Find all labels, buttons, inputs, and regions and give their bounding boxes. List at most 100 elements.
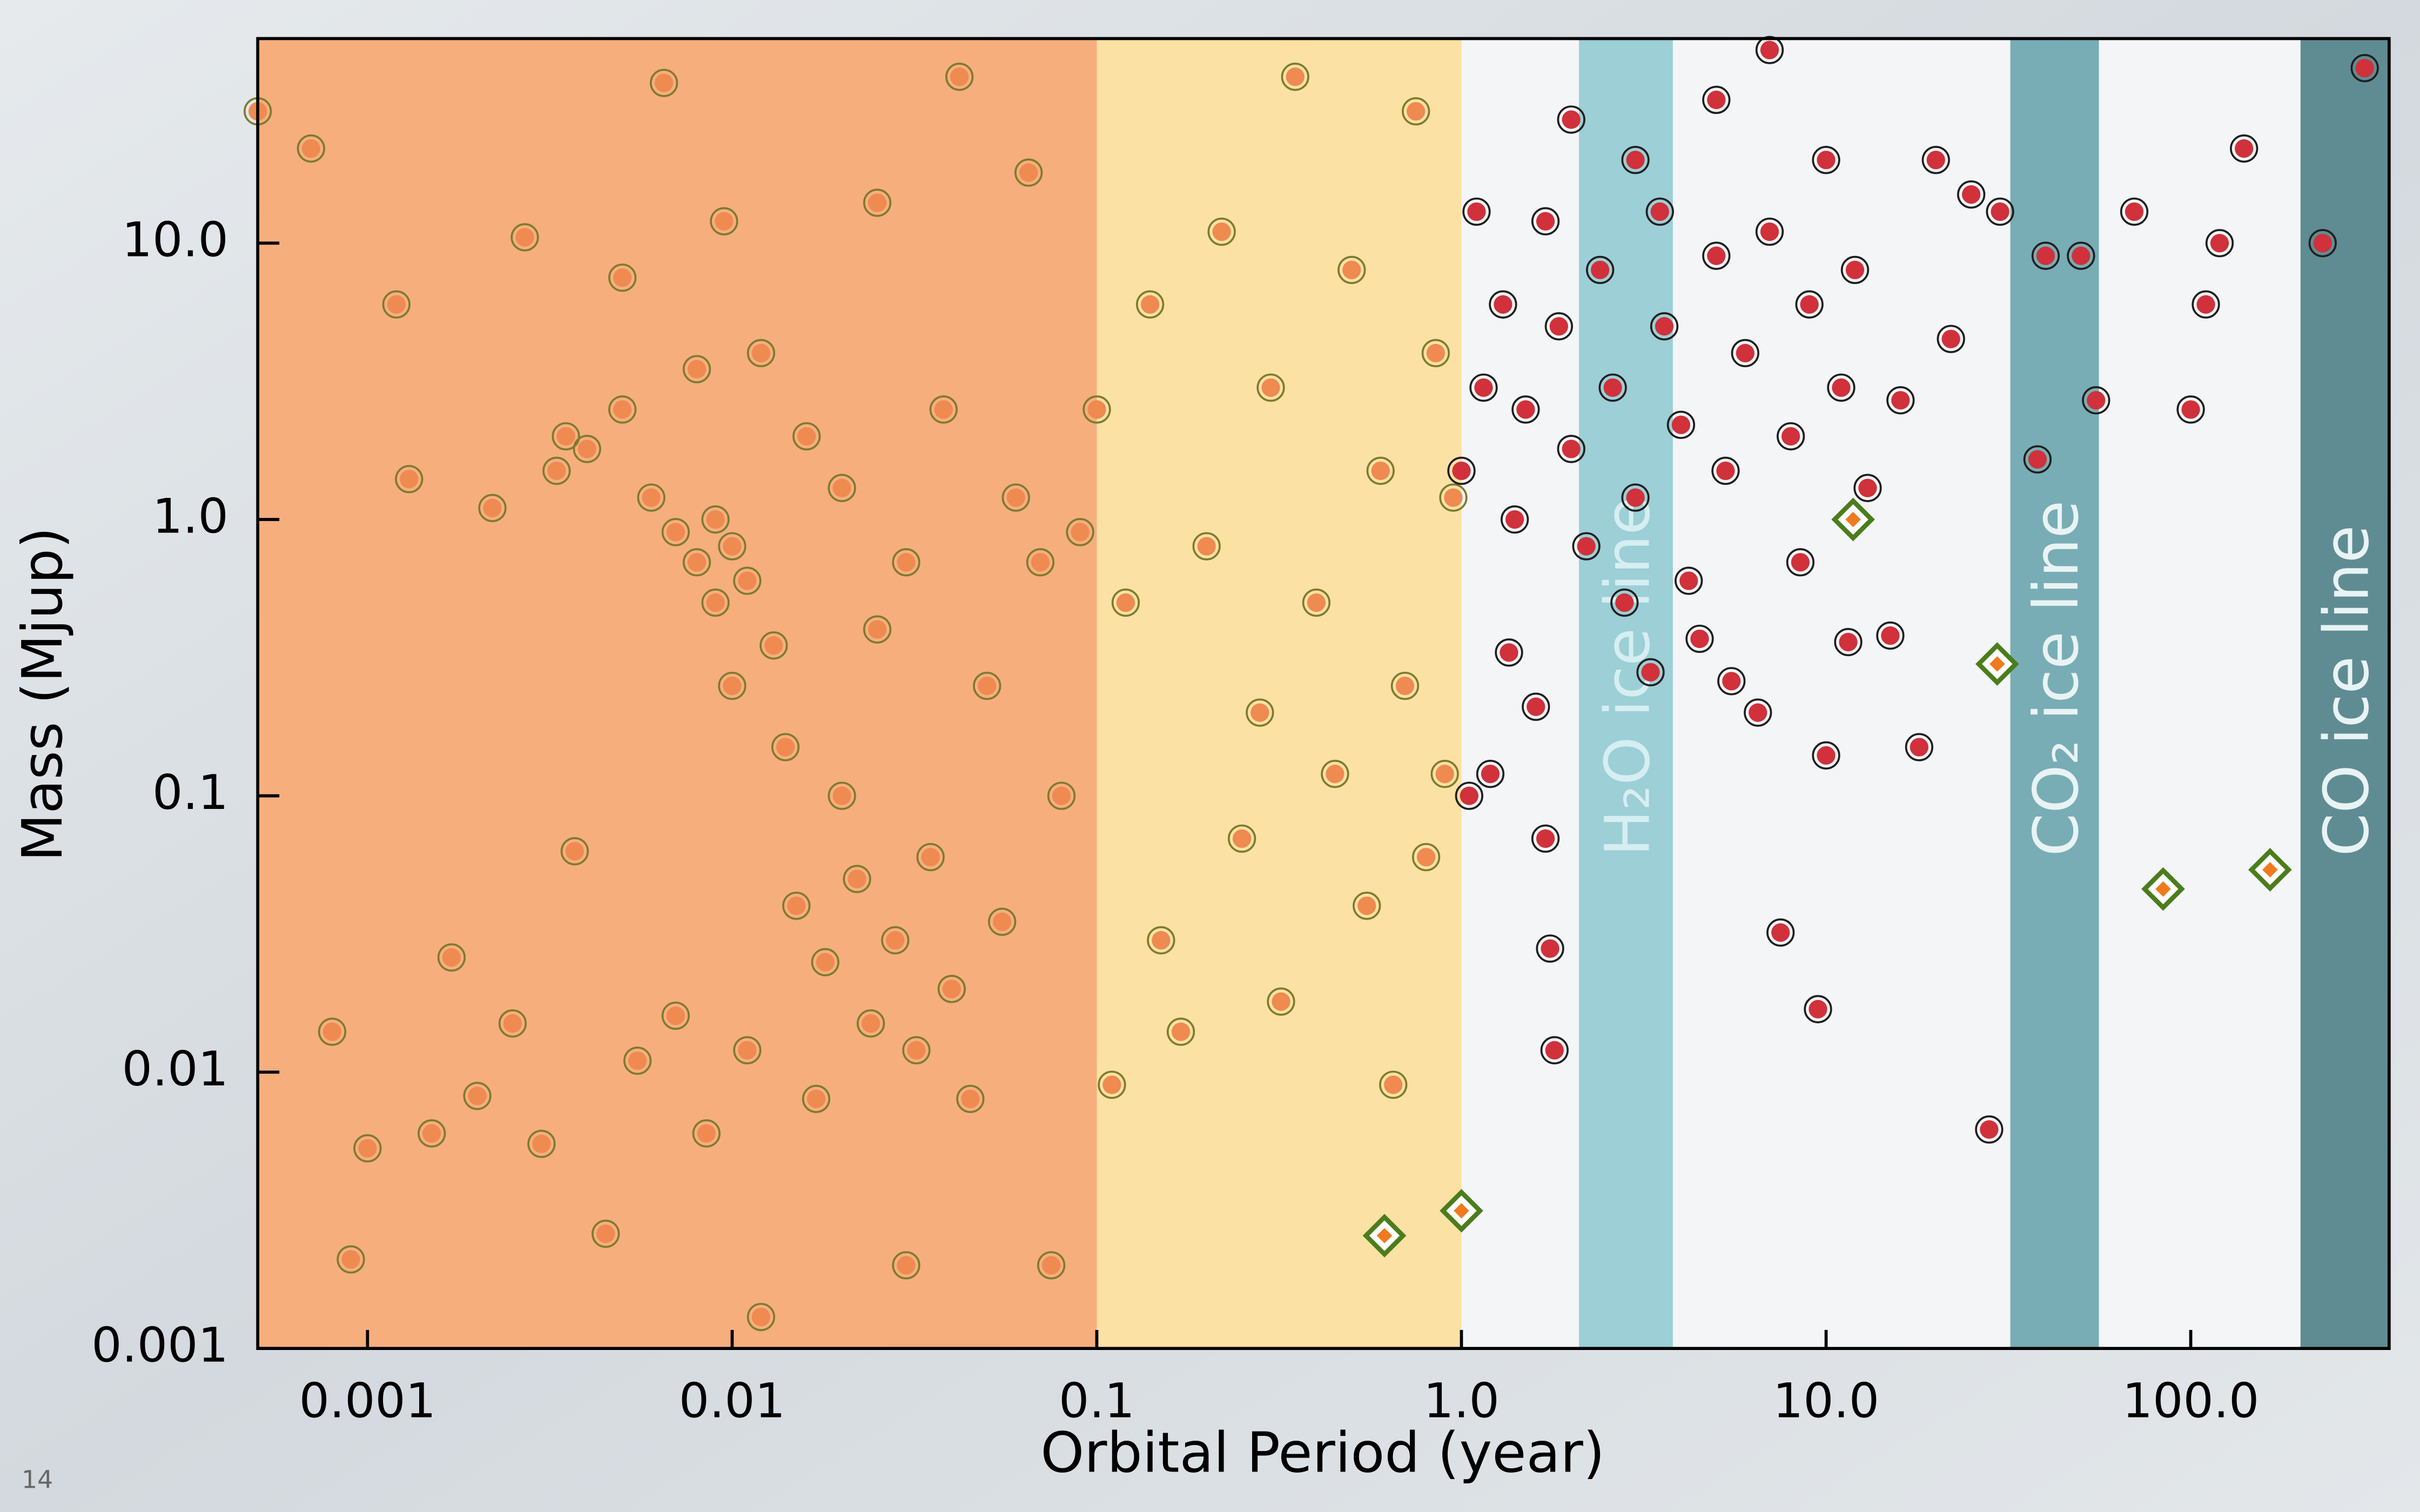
point-dot	[922, 848, 940, 866]
data-point	[1148, 927, 1174, 954]
point-dot	[1007, 488, 1025, 507]
regions: H₂O ice lineCO₂ ice lineCO ice line	[258, 38, 2389, 1348]
point-dot	[1407, 102, 1425, 120]
data-point	[1877, 623, 1904, 649]
data-point	[1938, 326, 1964, 352]
point-dot	[752, 344, 770, 362]
data-point	[1805, 996, 1831, 1023]
data-point	[1282, 64, 1308, 90]
data-point	[1470, 375, 1497, 401]
data-point	[761, 632, 787, 659]
data-point	[1027, 549, 1054, 576]
region-label: CO ice line	[2310, 525, 2382, 856]
chart: H₂O ice lineCO₂ ice lineCO ice line 0.00…	[0, 0, 2420, 1512]
point-dot	[1087, 400, 1106, 418]
region-label: CO₂ ice line	[2020, 500, 2092, 856]
point-dot	[1435, 765, 1454, 783]
point-dot	[1261, 379, 1280, 397]
data-point	[1887, 387, 1914, 414]
point-dot	[897, 553, 915, 571]
point-dot	[688, 553, 706, 571]
data-point	[1958, 181, 1985, 208]
point-dot	[1494, 295, 1512, 314]
data-point	[1767, 920, 1794, 946]
point-dot	[1626, 151, 1644, 169]
point-dot	[1396, 677, 1414, 695]
point-dot	[1672, 416, 1690, 434]
point-dot	[1042, 1256, 1060, 1274]
point-dot	[1481, 765, 1500, 783]
data-point	[702, 507, 729, 533]
x-tick-label: 0.001	[299, 1373, 436, 1428]
point-dot	[868, 620, 886, 638]
data-point	[1048, 782, 1075, 809]
point-dot	[868, 193, 886, 212]
data-point	[1537, 935, 1563, 962]
data-point	[1573, 533, 1599, 559]
point-dot	[688, 360, 706, 378]
data-point	[957, 1086, 984, 1112]
data-point	[298, 136, 325, 162]
data-point	[893, 1252, 919, 1279]
point-dot	[1505, 510, 1524, 529]
point-dot	[1474, 379, 1493, 397]
data-point	[500, 1010, 526, 1037]
point-dot	[1641, 663, 1659, 681]
data-point	[1423, 340, 1449, 367]
data-point	[512, 224, 538, 251]
x-tick-label: 100.0	[2122, 1373, 2260, 1428]
data-point	[711, 208, 737, 234]
data-point	[384, 292, 410, 318]
data-point	[719, 533, 745, 559]
x-tick-label: 0.1	[1059, 1373, 1135, 1428]
y-tick-label: 0.01	[122, 1041, 228, 1097]
y-tick-label: 10.0	[122, 212, 228, 268]
point-dot	[667, 523, 685, 541]
point-dot	[1591, 261, 1609, 279]
data-point	[772, 734, 799, 760]
point-dot	[1272, 993, 1290, 1011]
point-dot	[1357, 896, 1376, 915]
data-point	[1113, 590, 1139, 616]
data-point	[1842, 257, 1868, 284]
point-dot	[1809, 1000, 1827, 1018]
point-dot	[2087, 391, 2105, 409]
data-point	[882, 927, 909, 954]
point-dot	[723, 537, 741, 555]
region	[258, 38, 1097, 1348]
data-point	[1745, 699, 1771, 726]
point-dot	[1962, 185, 1980, 204]
point-dot	[323, 1023, 341, 1041]
data-point	[1247, 699, 1273, 726]
data-point	[989, 909, 1016, 935]
point-dot	[628, 1051, 647, 1070]
data-point	[930, 396, 957, 423]
point-dot	[613, 400, 631, 418]
x-tick-label: 0.01	[679, 1373, 785, 1428]
point-dot	[1452, 462, 1470, 480]
point-dot	[2235, 139, 2253, 158]
point-dot	[566, 842, 584, 860]
point-dot	[1846, 261, 1864, 279]
data-point	[1622, 147, 1649, 173]
data-point	[1440, 484, 1467, 511]
point-dot	[1031, 553, 1050, 571]
point-dot	[667, 1007, 685, 1025]
point-dot	[1562, 440, 1581, 458]
point-dot	[1736, 344, 1754, 362]
data-point	[1542, 1037, 1568, 1064]
data-point	[1587, 257, 1614, 284]
point-dot	[358, 1139, 377, 1157]
point-dot	[1881, 626, 1899, 645]
point-dot	[787, 896, 805, 915]
data-point	[1637, 659, 1664, 686]
point-dot	[993, 913, 1011, 931]
point-dot	[1980, 1120, 1998, 1139]
data-point	[479, 495, 506, 522]
point-dot	[1427, 344, 1445, 362]
data-point	[734, 568, 761, 594]
data-point	[1703, 87, 1730, 113]
point-dot	[442, 948, 461, 967]
data-point	[917, 844, 944, 870]
data-point	[1686, 626, 1713, 652]
